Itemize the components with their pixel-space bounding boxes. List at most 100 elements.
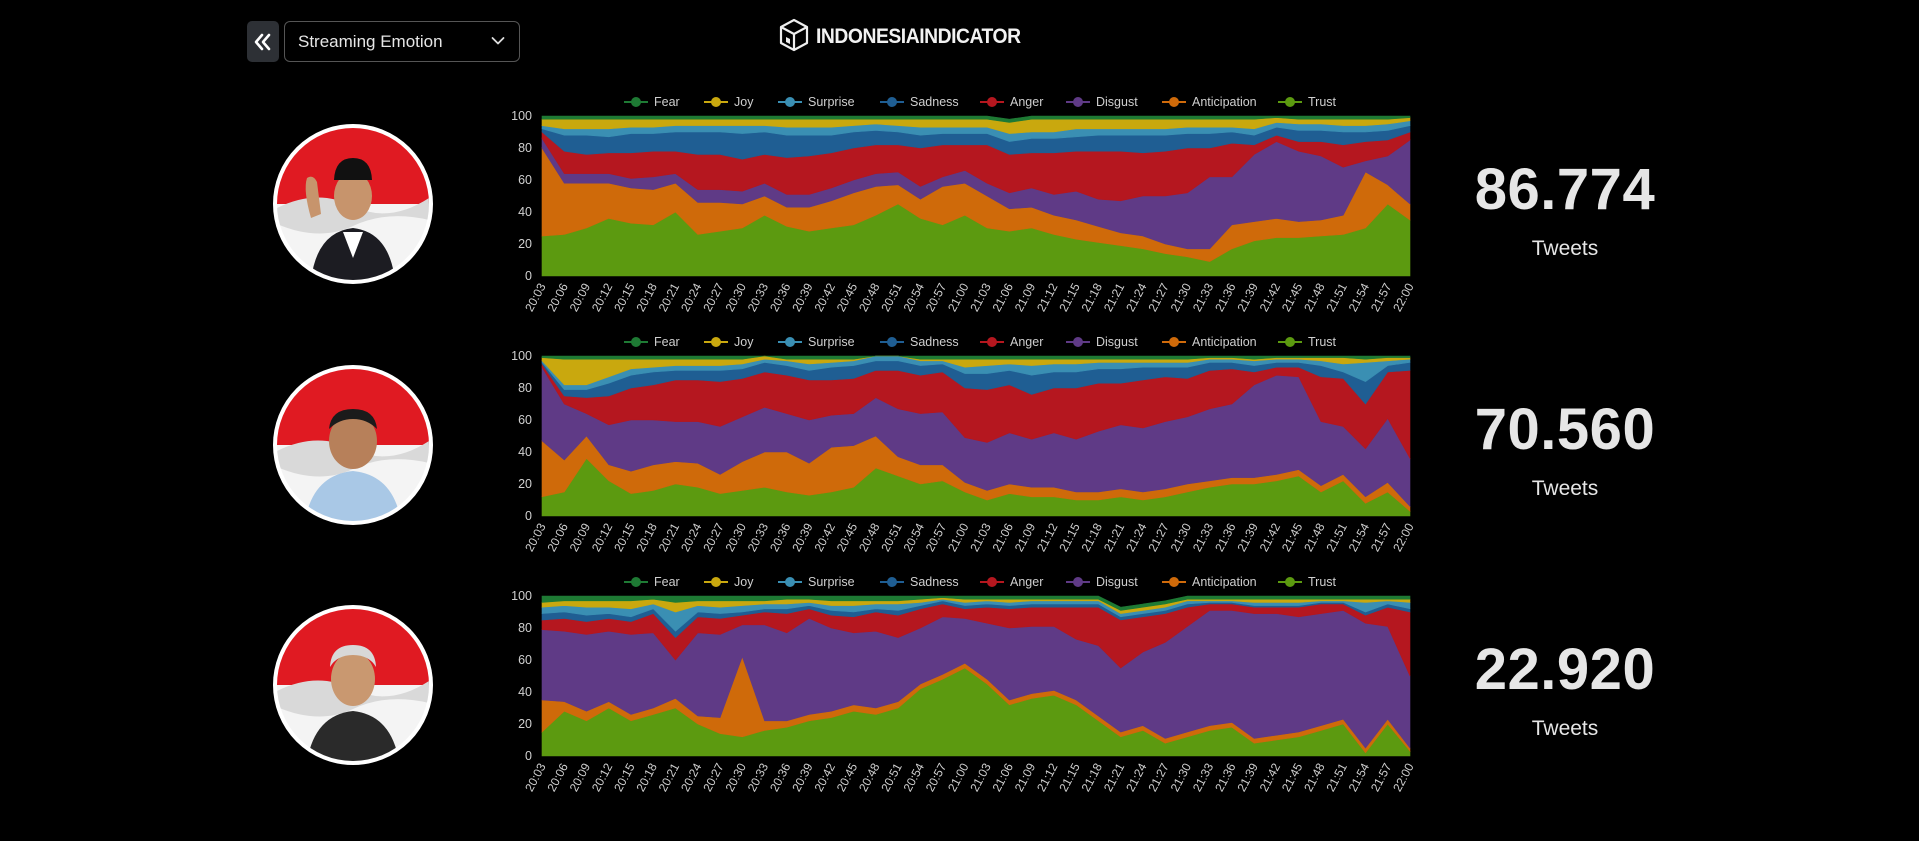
x-tick-label: 20:12 xyxy=(589,281,616,314)
legend-item-sadness[interactable]: Sadness xyxy=(880,575,959,589)
x-tick-label: 21:36 xyxy=(1212,521,1239,554)
legend-label: Fear xyxy=(654,575,680,589)
tweet-count-2: 70.560 Tweets xyxy=(1430,401,1700,501)
x-tick-label: 20:54 xyxy=(901,281,928,314)
y-tick-label: 60 xyxy=(518,653,532,667)
view-select-value: Streaming Emotion xyxy=(298,31,443,51)
legend-item-trust[interactable]: Trust xyxy=(1278,575,1337,589)
x-tick-label: 21:21 xyxy=(1101,761,1128,794)
chart-legend: Fear Joy Surprise Sadness Anger Disgust Antici… xyxy=(624,335,1337,349)
legend-item-fear[interactable]: Fear xyxy=(624,95,680,109)
x-tick-label: 21:36 xyxy=(1212,761,1239,794)
legend-item-disgust[interactable]: Disgust xyxy=(1066,335,1138,349)
x-tick-label: 20:21 xyxy=(656,761,683,794)
x-tick-label: 20:45 xyxy=(834,281,861,314)
legend-marker xyxy=(785,97,795,107)
area-fear xyxy=(541,355,1411,360)
x-tick-label: 21:33 xyxy=(1190,281,1217,314)
legend-item-joy[interactable]: Joy xyxy=(704,575,754,589)
x-tick-label: 20:18 xyxy=(633,521,660,554)
x-tick-label: 20:15 xyxy=(611,281,638,314)
legend-label: Sadness xyxy=(910,335,959,349)
candidate-3-avatar xyxy=(273,605,433,765)
legend-item-surprise[interactable]: Surprise xyxy=(778,95,855,109)
y-tick-label: 20 xyxy=(518,477,532,491)
candidate-1-avatar xyxy=(273,124,433,284)
legend-item-surprise[interactable]: Surprise xyxy=(778,335,855,349)
x-tick-label: 20:48 xyxy=(856,521,883,554)
legend-item-anger[interactable]: Anger xyxy=(980,575,1043,589)
x-tick-label: 21:09 xyxy=(1012,281,1039,314)
chart-legend: Fear Joy Surprise Sadness Anger Disgust Antici… xyxy=(624,575,1337,589)
y-tick-label: 0 xyxy=(525,269,532,283)
x-tick-label: 20:18 xyxy=(633,761,660,794)
tweet-count-3: 22.920 Tweets xyxy=(1430,641,1700,741)
x-tick-label: 20:30 xyxy=(722,521,749,554)
y-tick-label: 0 xyxy=(525,749,532,763)
legend-marker xyxy=(1169,577,1179,587)
legend-item-fear[interactable]: Fear xyxy=(624,335,680,349)
legend-item-disgust[interactable]: Disgust xyxy=(1066,575,1138,589)
legend-item-anticipation[interactable]: Anticipation xyxy=(1162,95,1257,109)
x-axis: 20:0320:0620:0920:1220:1520:1820:2120:24… xyxy=(522,521,1417,554)
legend-item-anger[interactable]: Anger xyxy=(980,95,1043,109)
legend-item-fear[interactable]: Fear xyxy=(624,575,680,589)
x-tick-label: 21:27 xyxy=(1145,281,1172,314)
x-tick-label: 20:45 xyxy=(834,761,861,794)
y-tick-label: 40 xyxy=(518,205,532,219)
legend-marker xyxy=(1169,97,1179,107)
legend-label: Anger xyxy=(1010,335,1043,349)
x-tick-label: 20:09 xyxy=(567,761,594,794)
x-tick-label: 21:54 xyxy=(1346,761,1373,794)
legend-item-anger[interactable]: Anger xyxy=(980,335,1043,349)
y-tick-label: 40 xyxy=(518,685,532,699)
legend-marker xyxy=(711,337,721,347)
legend-item-joy[interactable]: Joy xyxy=(704,95,754,109)
x-tick-label: 21:54 xyxy=(1346,521,1373,554)
legend-label: Trust xyxy=(1308,95,1337,109)
legend-marker xyxy=(1073,577,1083,587)
x-tick-label: 20:21 xyxy=(656,521,683,554)
area-fear xyxy=(541,595,1411,611)
y-tick-label: 60 xyxy=(518,173,532,187)
legend-item-anticipation[interactable]: Anticipation xyxy=(1162,335,1257,349)
x-tick-label: 21:51 xyxy=(1323,761,1350,794)
x-tick-label: 20:27 xyxy=(700,281,727,314)
x-tick-label: 20:39 xyxy=(789,761,816,794)
x-tick-label: 22:00 xyxy=(1390,281,1417,314)
x-tick-label: 20:06 xyxy=(544,761,571,794)
x-tick-label: 21:33 xyxy=(1190,521,1217,554)
x-tick-label: 20:57 xyxy=(923,521,950,554)
legend-label: Joy xyxy=(734,335,754,349)
y-tick-label: 20 xyxy=(518,237,532,251)
legend-item-trust[interactable]: Trust xyxy=(1278,335,1337,349)
x-tick-label: 21:48 xyxy=(1301,761,1328,794)
legend-item-joy[interactable]: Joy xyxy=(704,335,754,349)
legend-label: Fear xyxy=(654,335,680,349)
x-tick-label: 20:24 xyxy=(678,761,705,794)
legend-item-surprise[interactable]: Surprise xyxy=(778,575,855,589)
legend-marker xyxy=(1073,337,1083,347)
x-tick-label: 20:27 xyxy=(700,521,727,554)
legend-marker xyxy=(785,337,795,347)
legend-item-anticipation[interactable]: Anticipation xyxy=(1162,575,1257,589)
brand-name: INDONESIAINDICATOR xyxy=(816,25,1021,48)
x-tick-label: 21:33 xyxy=(1190,761,1217,794)
legend-item-disgust[interactable]: Disgust xyxy=(1066,95,1138,109)
x-tick-label: 21:42 xyxy=(1257,521,1284,554)
x-tick-label: 21:03 xyxy=(967,521,994,554)
x-tick-label: 20:18 xyxy=(633,281,660,314)
x-tick-label: 21:00 xyxy=(945,521,972,554)
legend-item-trust[interactable]: Trust xyxy=(1278,95,1337,109)
x-tick-label: 21:00 xyxy=(945,761,972,794)
view-select[interactable]: Streaming Emotion xyxy=(284,21,520,62)
x-tick-label: 20:42 xyxy=(812,761,839,794)
collapse-button[interactable] xyxy=(247,21,279,62)
legend-item-sadness[interactable]: Sadness xyxy=(880,335,959,349)
legend-item-sadness[interactable]: Sadness xyxy=(880,95,959,109)
x-tick-label: 21:48 xyxy=(1301,521,1328,554)
legend-marker xyxy=(631,97,641,107)
x-tick-label: 20:21 xyxy=(656,281,683,314)
x-tick-label: 20:24 xyxy=(678,521,705,554)
x-tick-label: 21:39 xyxy=(1234,521,1261,554)
